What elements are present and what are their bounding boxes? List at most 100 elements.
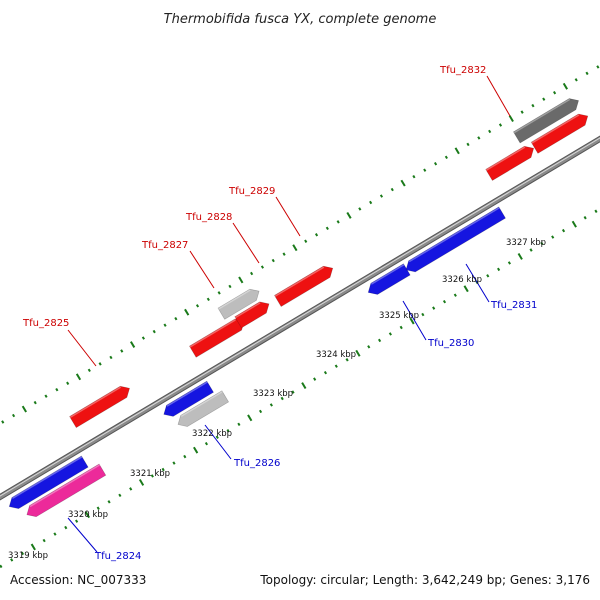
gene-tfu-2828-arrow-highlight bbox=[234, 302, 261, 319]
gene-tfu-2829-arrow-highlight bbox=[274, 266, 325, 297]
tick-mark bbox=[258, 409, 263, 414]
tick-mark bbox=[301, 382, 307, 390]
connector-tfu-2826 bbox=[204, 424, 232, 460]
kbp-label: 3325 kbp bbox=[379, 311, 419, 321]
tick-mark bbox=[325, 226, 329, 231]
kbp-label: 3327 kbp bbox=[506, 238, 546, 248]
tick-mark bbox=[585, 71, 589, 76]
tick-mark bbox=[237, 422, 241, 427]
tick-mark bbox=[150, 474, 154, 478]
tick-mark bbox=[463, 285, 469, 293]
tick-mark bbox=[507, 261, 511, 265]
feature-layer bbox=[8, 98, 589, 518]
genome-backbone bbox=[0, 135, 600, 501]
feature-pink-reverse bbox=[26, 463, 107, 518]
kbp-label: 3320 kbp bbox=[68, 510, 108, 520]
gene-tfu-2827-arrow bbox=[189, 318, 245, 358]
tick-mark bbox=[412, 174, 416, 179]
connector-tfu-2825 bbox=[67, 329, 97, 367]
gene-tfu-2826-arrow bbox=[163, 380, 214, 417]
feature-grey-reverse bbox=[177, 390, 229, 427]
accession-text: Accession: NC_007333 bbox=[10, 573, 147, 587]
tick-mark bbox=[152, 329, 156, 334]
tick-rows bbox=[0, 65, 600, 569]
tick-mark bbox=[379, 194, 384, 198]
gene-tfu-2825-arrow bbox=[69, 385, 130, 429]
tick-mark bbox=[0, 564, 3, 569]
tick-mark bbox=[454, 147, 460, 155]
kbp-labels: 3319 kbp 3320 kbp 3321 kbp 3322 kbp 3323 kbp… bbox=[8, 238, 546, 561]
tick-mark bbox=[304, 239, 308, 243]
tick-row-forward bbox=[1, 65, 600, 424]
gene-tfu-2826-arrow-highlight bbox=[166, 381, 208, 407]
tick-mark bbox=[531, 103, 535, 108]
tick-mark bbox=[596, 65, 600, 69]
tick-mark bbox=[583, 216, 587, 220]
gene-tfu-2831-arrow bbox=[405, 206, 506, 273]
tick-mark bbox=[399, 325, 403, 330]
kbp-label: 3324 kbp bbox=[316, 350, 356, 360]
gene-label-tfu-2826: Tfu_2826 bbox=[233, 458, 280, 469]
tick-mark bbox=[118, 493, 122, 498]
tick-mark bbox=[206, 297, 210, 302]
tick-mark bbox=[282, 252, 286, 256]
tick-mark bbox=[562, 82, 569, 90]
tick-mark bbox=[574, 78, 578, 82]
tick-mark bbox=[421, 312, 425, 317]
tick-mark bbox=[367, 345, 371, 349]
tick-mark bbox=[55, 388, 59, 392]
tick-mark bbox=[215, 435, 219, 439]
tick-mark bbox=[141, 336, 145, 340]
tick-mark bbox=[226, 429, 230, 433]
tick-mark bbox=[409, 317, 415, 325]
tick-mark bbox=[250, 271, 254, 276]
tick-mark bbox=[195, 304, 200, 308]
connector-tfu-2824 bbox=[67, 517, 98, 553]
tick-mark bbox=[174, 316, 178, 321]
feature-grey-reverse-highlight bbox=[180, 390, 223, 417]
connector-tfu-2831 bbox=[465, 263, 490, 303]
kbp-label: 3323 kbp bbox=[253, 389, 293, 399]
tick-mark bbox=[291, 390, 295, 394]
tick-mark bbox=[323, 370, 328, 375]
tick-mark bbox=[497, 267, 501, 272]
tick-mark bbox=[193, 446, 199, 454]
tick-mark bbox=[75, 373, 82, 381]
kbp-label: 3322 kbp bbox=[192, 429, 232, 439]
tick-mark bbox=[594, 209, 598, 213]
feature-grey-forward bbox=[217, 288, 260, 320]
gene-label-tfu-2825: Tfu_2825 bbox=[22, 318, 69, 329]
gene-tfu-2832-arrow bbox=[485, 145, 535, 181]
tick-mark bbox=[11, 413, 16, 418]
tick-mark bbox=[53, 532, 57, 536]
feature-grey-forward-highlight bbox=[218, 289, 251, 310]
gene-tfu-2824-arrow bbox=[8, 455, 89, 509]
tick-mark bbox=[313, 377, 317, 381]
tick-mark bbox=[358, 207, 362, 211]
tick-mark bbox=[488, 129, 492, 134]
tick-mark bbox=[75, 519, 79, 523]
feature-red-edge bbox=[530, 113, 589, 154]
gene-label-tfu-2824: Tfu_2824 bbox=[94, 551, 141, 562]
tick-mark bbox=[369, 200, 373, 205]
tick-mark bbox=[271, 258, 275, 263]
tick-mark bbox=[432, 306, 436, 310]
tick-mark bbox=[314, 233, 319, 237]
tick-row-reverse bbox=[0, 209, 598, 569]
tick-mark bbox=[109, 355, 113, 360]
gene-label-tfu-2832: Tfu_2832 bbox=[439, 65, 486, 76]
tick-mark bbox=[280, 396, 284, 401]
gene-label-tfu-2828: Tfu_2828 bbox=[185, 212, 232, 223]
tick-mark bbox=[561, 228, 566, 233]
tick-mark bbox=[42, 538, 46, 543]
tick-mark bbox=[346, 211, 352, 219]
tick-mark bbox=[84, 511, 91, 519]
tick-mark bbox=[228, 284, 232, 289]
tick-mark bbox=[336, 220, 340, 224]
gene-tfu-2832-arrow-highlight bbox=[485, 146, 526, 171]
tick-mark bbox=[64, 525, 68, 530]
gene-tfu-2831-arrow-highlight bbox=[408, 207, 500, 263]
feature-pink-reverse-highlight bbox=[29, 464, 101, 508]
tick-mark bbox=[30, 543, 36, 551]
